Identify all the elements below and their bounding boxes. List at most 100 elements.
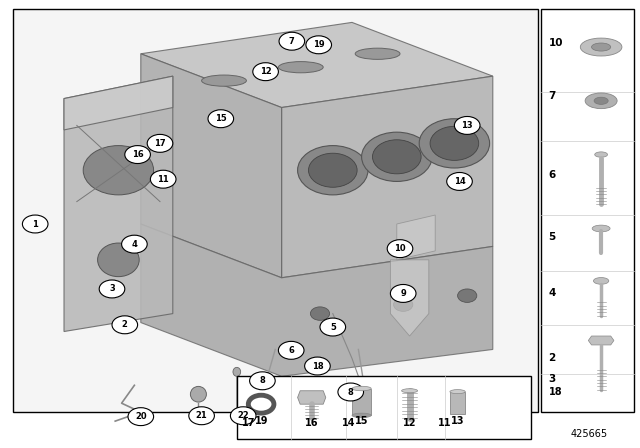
Circle shape (419, 119, 490, 168)
Text: 21: 21 (196, 411, 207, 420)
Polygon shape (352, 388, 371, 415)
Ellipse shape (594, 97, 608, 104)
Text: 1: 1 (32, 220, 38, 228)
Text: 4: 4 (548, 289, 556, 298)
Text: 3: 3 (109, 284, 115, 293)
Text: 4: 4 (131, 240, 138, 249)
Text: 14: 14 (342, 418, 356, 428)
Circle shape (306, 36, 332, 54)
Text: 16: 16 (305, 418, 319, 428)
Circle shape (310, 307, 330, 320)
Circle shape (305, 357, 330, 375)
Circle shape (112, 316, 138, 334)
Circle shape (387, 240, 413, 258)
Text: 16: 16 (132, 150, 143, 159)
Ellipse shape (98, 243, 140, 277)
Text: 11: 11 (157, 175, 169, 184)
Circle shape (250, 372, 275, 390)
Circle shape (125, 146, 150, 164)
Text: 13: 13 (451, 416, 465, 426)
Text: 15: 15 (215, 114, 227, 123)
Polygon shape (141, 22, 493, 108)
Polygon shape (64, 76, 173, 130)
Circle shape (394, 298, 413, 311)
Circle shape (83, 146, 154, 195)
Ellipse shape (585, 93, 617, 109)
Circle shape (390, 284, 416, 302)
Circle shape (320, 318, 346, 336)
Text: 7: 7 (289, 37, 294, 46)
Bar (237, 376, 531, 439)
Text: 12: 12 (260, 67, 271, 76)
Polygon shape (397, 215, 435, 260)
Text: 2: 2 (122, 320, 128, 329)
Circle shape (122, 235, 147, 253)
Text: 17: 17 (154, 139, 166, 148)
Circle shape (279, 32, 305, 50)
Ellipse shape (450, 390, 465, 394)
Ellipse shape (352, 413, 371, 418)
Text: 17: 17 (242, 418, 255, 428)
Circle shape (362, 132, 432, 181)
Text: 22: 22 (237, 411, 249, 420)
Ellipse shape (580, 38, 622, 56)
Polygon shape (450, 392, 465, 414)
Text: 19: 19 (313, 40, 324, 49)
Text: 18: 18 (548, 387, 562, 397)
Circle shape (99, 280, 125, 298)
Ellipse shape (352, 386, 371, 391)
Ellipse shape (591, 43, 611, 51)
Text: 9: 9 (401, 289, 406, 298)
Polygon shape (141, 54, 282, 278)
Polygon shape (282, 76, 493, 278)
Circle shape (338, 383, 364, 401)
Text: 18: 18 (312, 362, 323, 370)
Circle shape (147, 134, 173, 152)
Polygon shape (141, 224, 493, 376)
Text: 14: 14 (454, 177, 465, 186)
Ellipse shape (592, 225, 610, 232)
Text: 6: 6 (548, 170, 556, 180)
Circle shape (447, 172, 472, 190)
Ellipse shape (278, 61, 323, 73)
Ellipse shape (593, 278, 609, 284)
Text: 8: 8 (260, 376, 265, 385)
Polygon shape (64, 76, 173, 332)
Ellipse shape (355, 48, 400, 60)
Polygon shape (298, 391, 326, 404)
Text: 12: 12 (403, 418, 417, 428)
Circle shape (253, 63, 278, 81)
Circle shape (189, 407, 214, 425)
Text: 425665: 425665 (571, 429, 608, 439)
Circle shape (22, 215, 48, 233)
Text: 2: 2 (548, 353, 556, 363)
Circle shape (308, 153, 357, 187)
Polygon shape (390, 260, 429, 336)
Ellipse shape (255, 400, 268, 409)
Text: 13: 13 (461, 121, 473, 130)
Circle shape (430, 126, 479, 160)
Text: 10: 10 (394, 244, 406, 253)
Circle shape (458, 289, 477, 302)
Ellipse shape (202, 75, 246, 86)
Ellipse shape (191, 386, 206, 402)
Text: 15: 15 (355, 416, 369, 426)
Ellipse shape (402, 389, 418, 393)
Circle shape (208, 110, 234, 128)
Polygon shape (588, 336, 614, 345)
Circle shape (150, 170, 176, 188)
Text: 7: 7 (548, 91, 556, 101)
Bar (541, 9, 634, 412)
Text: 20: 20 (135, 412, 147, 421)
Text: 5: 5 (548, 233, 556, 242)
Circle shape (372, 140, 421, 174)
Text: 19: 19 (255, 416, 268, 426)
Ellipse shape (595, 152, 607, 157)
Circle shape (298, 146, 368, 195)
Text: 11: 11 (438, 418, 452, 428)
Circle shape (454, 116, 480, 134)
Text: 3: 3 (548, 374, 556, 383)
Bar (13, 9, 538, 412)
Circle shape (230, 407, 256, 425)
Circle shape (128, 408, 154, 426)
